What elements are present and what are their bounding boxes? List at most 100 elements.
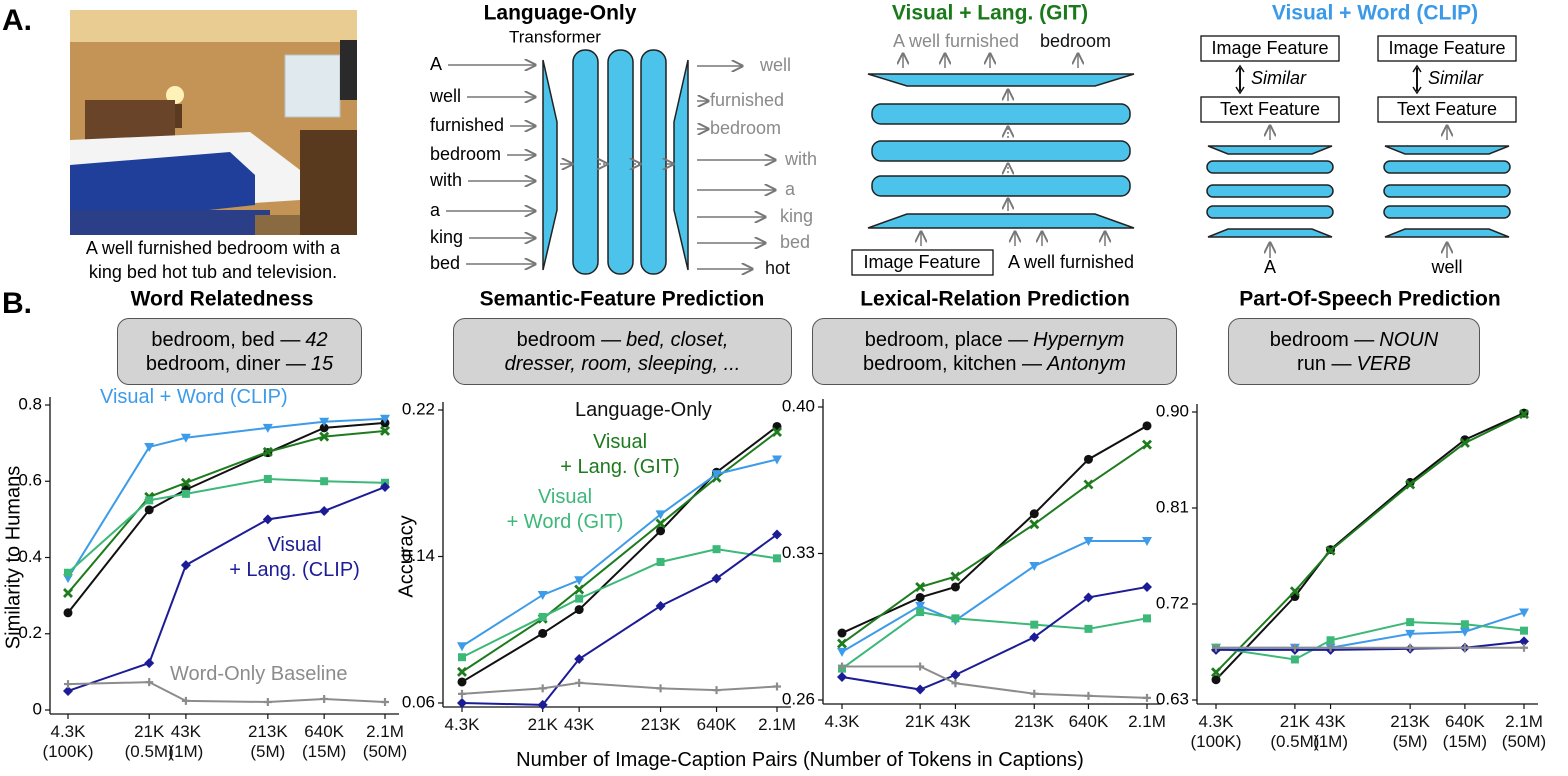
input-word: A: [1264, 257, 1276, 277]
x-tick-label: 4.3K (100K): [1190, 712, 1242, 751]
series-line: [461, 458, 778, 648]
bedroom-photo-part: [284, 54, 341, 118]
marker: [1083, 454, 1093, 464]
series-label: Visual + Lang. (CLIP): [229, 534, 360, 581]
series-label: Visual + Word (GIT): [506, 486, 624, 533]
marker: [1083, 536, 1094, 546]
git-input-text: A well furnished: [1008, 252, 1134, 272]
marker: [950, 582, 960, 592]
marker: [380, 425, 390, 436]
layer: [1206, 184, 1334, 198]
marker: [950, 669, 961, 680]
marker: [1143, 693, 1151, 702]
x-tick-label: 2.1M (50M): [362, 722, 408, 761]
example-line: bedroom — NOUN: [1229, 328, 1479, 352]
git-model-part: [851, 249, 994, 276]
relation: Similar: [1428, 68, 1484, 88]
example-line: bedroom, place — Hypernym: [813, 328, 1176, 352]
marker: [1142, 536, 1152, 546]
input-word: a: [430, 200, 441, 220]
marker: [63, 587, 73, 598]
series-line: [1216, 640, 1525, 651]
marker: [180, 477, 191, 488]
marker: [837, 638, 847, 649]
output-word: well: [759, 55, 791, 75]
x-tick-label: 21K: [905, 712, 936, 731]
y-axis-label: Similarity to Humans: [2, 466, 24, 649]
feature-box: [1377, 35, 1517, 62]
y-tick-label: 0.90: [1156, 401, 1189, 420]
marker: [263, 697, 272, 706]
marker: [915, 592, 925, 602]
image-feature: Image Feature: [1388, 38, 1505, 58]
x-tick-label: 213K (5M): [247, 722, 288, 761]
series-line: [461, 431, 778, 673]
marker: [711, 470, 722, 480]
git-model: [851, 54, 1135, 276]
similar-arrowheads: [1235, 64, 1245, 95]
marker: [951, 614, 960, 623]
output-word: king: [780, 206, 813, 226]
marker: [1519, 636, 1529, 647]
example-line: bedroom — bed, closet,: [454, 328, 791, 352]
output-word: bedroom: [710, 118, 781, 138]
example-italic: bed, closet,: [626, 328, 729, 351]
example-line: run — VERB: [1229, 352, 1479, 376]
marker: [1326, 636, 1335, 645]
feature-box: [1200, 96, 1340, 123]
transformer-part: [640, 49, 667, 275]
marker: [381, 697, 389, 706]
y-tick-label: 0.2: [18, 623, 42, 642]
image-caption: A well furnished bedroom with a king bed…: [85, 238, 341, 282]
marker: [916, 608, 925, 617]
marker: [320, 694, 329, 703]
marker: [537, 590, 548, 600]
y-tick-label: 0.4: [18, 547, 42, 566]
marker: [144, 442, 155, 452]
example-box: bedroom, place — Hypernym bedroom, kitchen…: [812, 318, 1177, 385]
marker: [180, 433, 191, 443]
marker: [1519, 608, 1529, 618]
x-tick-label: 640K: [696, 715, 737, 734]
marker: [1520, 643, 1528, 652]
feature-box: [1377, 96, 1517, 123]
input-word: furnished: [430, 115, 504, 135]
output-word: bed: [780, 232, 810, 252]
transformer-part: [542, 59, 558, 271]
marker: [574, 576, 585, 586]
marker: [457, 642, 467, 652]
bedroom-photo-part: [70, 152, 255, 225]
bedroom-photo-part: [85, 100, 175, 140]
marker: [1460, 620, 1469, 629]
bedroom-photo-part: [70, 10, 357, 42]
marker: [915, 601, 926, 611]
git-output: bedroom: [1040, 31, 1111, 51]
marker: [1520, 626, 1528, 635]
marker: [772, 529, 782, 540]
series-line: [1215, 412, 1525, 681]
marker: [319, 417, 330, 427]
marker: [64, 680, 72, 689]
marker: [1212, 643, 1220, 652]
series-line: [841, 443, 1148, 645]
git-model-part: [867, 73, 1135, 87]
marker: [915, 581, 926, 592]
marker: [63, 608, 73, 618]
series-line: [841, 586, 1148, 691]
series-line: [67, 421, 386, 614]
example-plain: bedroom, diner —: [145, 352, 306, 375]
marker: [1290, 655, 1299, 664]
bedroom-photo-part: [300, 130, 357, 235]
y-tick-label: 0.33: [782, 543, 815, 562]
marker: [319, 505, 330, 516]
example-line: bedroom, bed —42: [118, 328, 361, 352]
marker: [1519, 409, 1529, 420]
example-line: dresser, room, sleeping, ...: [454, 352, 791, 376]
marker: [1405, 629, 1416, 639]
marker: [457, 698, 467, 708]
marker: [263, 474, 272, 483]
y-tick-label: 0.81: [1156, 497, 1189, 516]
series-label: Visual + Word (CLIP): [100, 386, 288, 408]
marker: [180, 560, 191, 571]
series-line: [67, 477, 386, 574]
